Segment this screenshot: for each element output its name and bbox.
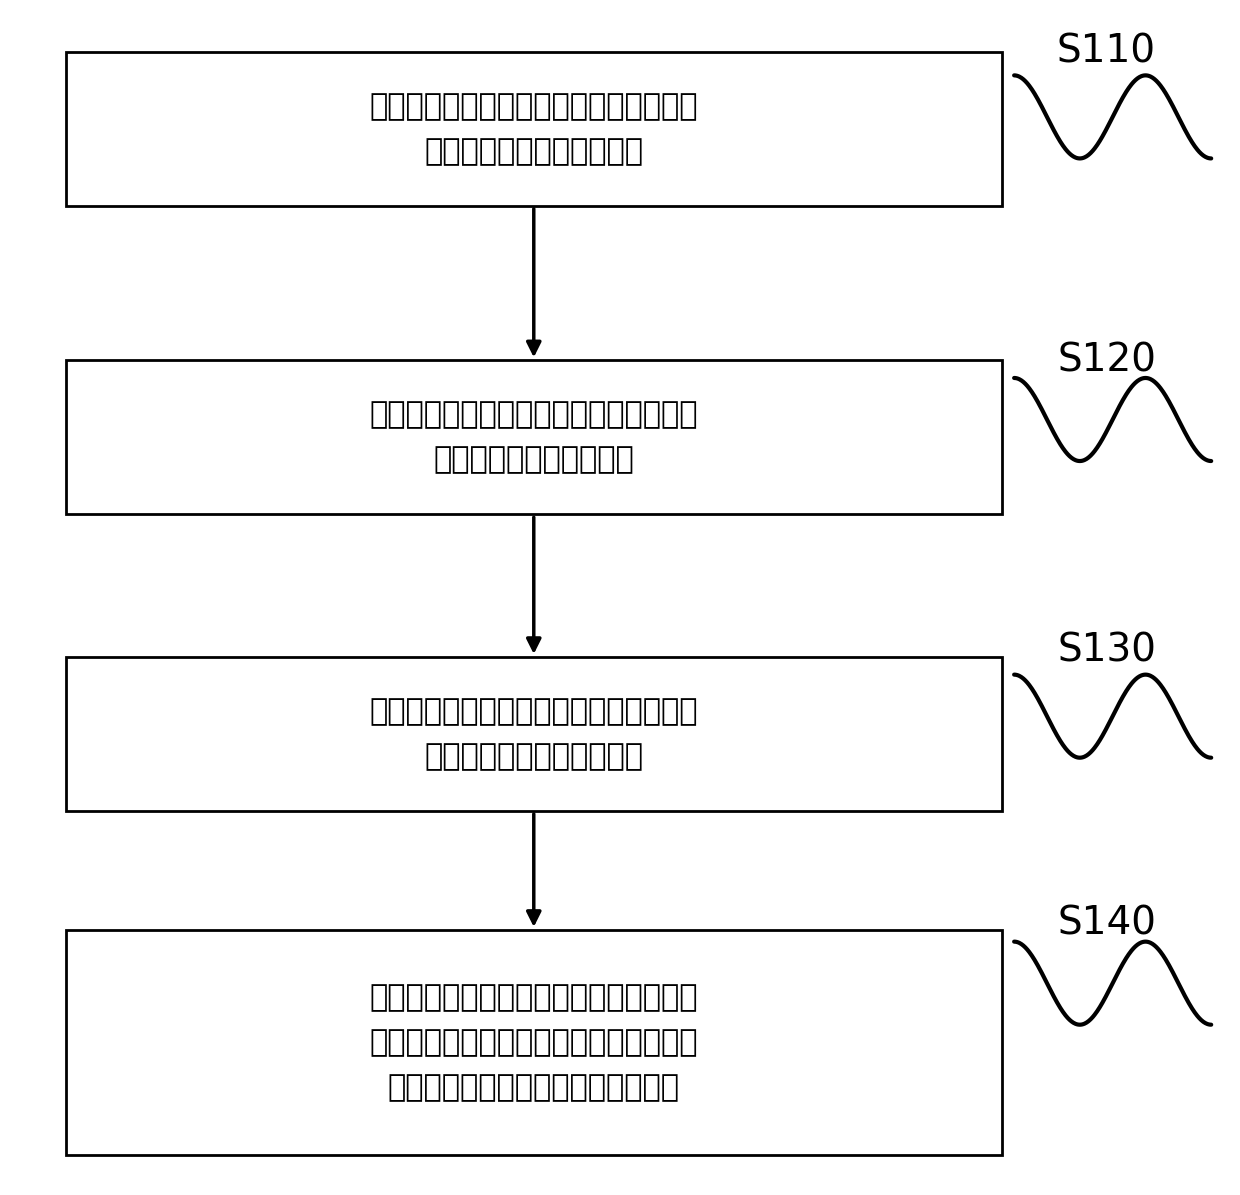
- Text: S140: S140: [1056, 905, 1156, 943]
- Text: 当一组连续设定个数的基础栅格的状态分
类满足设定的负障碍判定序列时，确认该
组基础栅格对应的区域为负障碍区域: 当一组连续设定个数的基础栅格的状态分 类满足设定的负障碍判定序列时，确认该 组基…: [370, 983, 698, 1102]
- Text: S110: S110: [1056, 32, 1156, 71]
- FancyBboxPatch shape: [66, 657, 1002, 811]
- Text: 根据不同高度的所述平面坐标点的个数对
所述基础栅格进行状态分类: 根据不同高度的所述平面坐标点的个数对 所述基础栅格进行状态分类: [370, 697, 698, 771]
- FancyBboxPatch shape: [66, 51, 1002, 206]
- FancyBboxPatch shape: [66, 930, 1002, 1156]
- Text: S130: S130: [1056, 632, 1156, 670]
- Text: 将激光雷达点云数据投射到机器人所在的
水平坐标系形成平面坐标点: 将激光雷达点云数据投射到机器人所在的 水平坐标系形成平面坐标点: [370, 92, 698, 166]
- Text: S120: S120: [1056, 341, 1156, 379]
- Text: 统计目标检测区域中每个基础栅格内不同
高度的平面坐标点的个数: 统计目标检测区域中每个基础栅格内不同 高度的平面坐标点的个数: [370, 400, 698, 474]
- FancyBboxPatch shape: [66, 360, 1002, 514]
